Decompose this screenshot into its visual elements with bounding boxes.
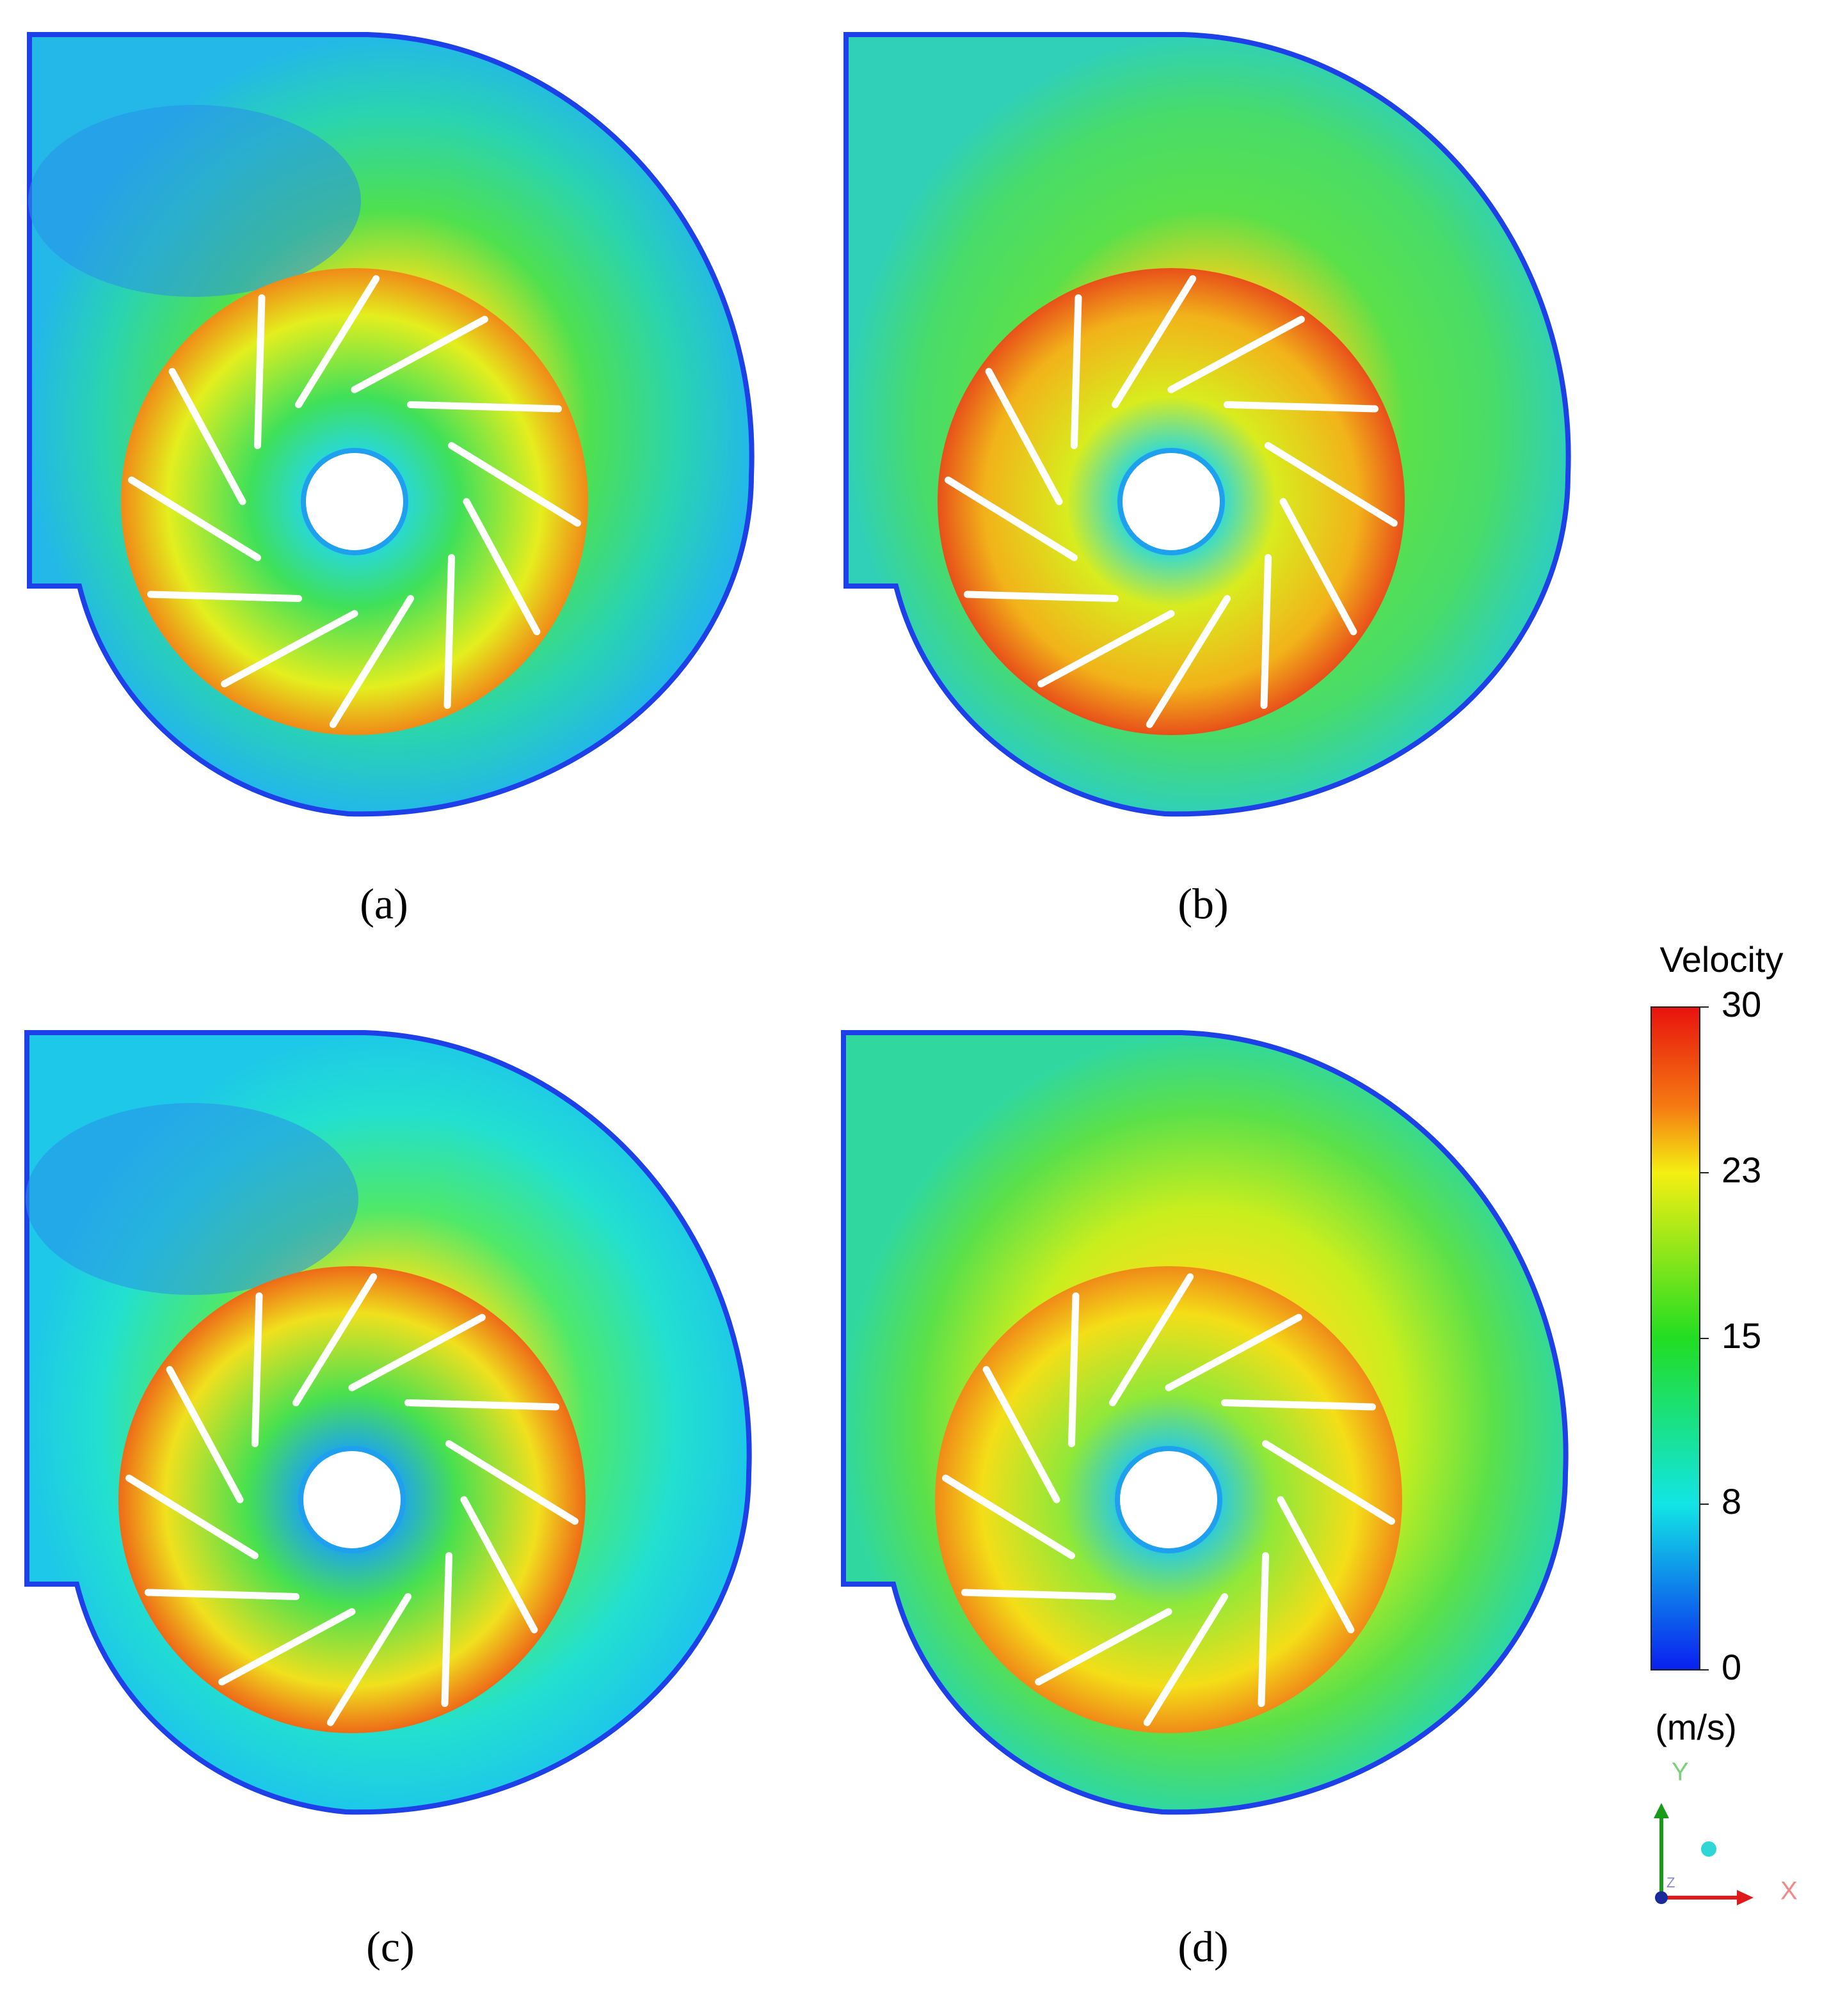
- blade: [128, 476, 261, 561]
- blade: [985, 368, 1063, 505]
- colorbar-ticks: 30 23 15 8 0: [1700, 984, 1761, 1687]
- low-velocity-zone: [28, 105, 361, 297]
- blade: [1224, 401, 1379, 413]
- colorbar-tick-label: 15: [1722, 1315, 1761, 1356]
- blade: [1109, 1273, 1194, 1406]
- blade: [166, 1366, 244, 1504]
- panel-label: (c): [366, 1923, 414, 1971]
- blade: [942, 1474, 1075, 1559]
- colorbar-tick-label: 8: [1722, 1481, 1741, 1521]
- blade: [1146, 595, 1231, 728]
- blade: [326, 1593, 412, 1726]
- colorbar-tick-label: 30: [1722, 984, 1761, 1024]
- colorbar-unit: (m/s): [1655, 1707, 1737, 1747]
- axis-label: Z: [1666, 1875, 1675, 1891]
- blade: [251, 1292, 263, 1447]
- panel-label: (b): [1178, 880, 1228, 928]
- blade: [1258, 1552, 1270, 1708]
- hub: [1115, 1446, 1222, 1553]
- panel-label: (d): [1178, 1923, 1228, 1971]
- blade: [218, 1608, 356, 1686]
- blade: [1035, 1608, 1172, 1686]
- blade: [961, 1589, 1116, 1601]
- hub: [1117, 448, 1225, 555]
- colorbar-tick-label: 0: [1722, 1647, 1741, 1687]
- blade: [404, 1399, 560, 1411]
- blade: [1265, 442, 1398, 527]
- blade: [1143, 1593, 1228, 1726]
- blade: [1167, 315, 1305, 393]
- blade: [348, 1314, 486, 1392]
- low-velocity-zone: [26, 1103, 358, 1295]
- blade: [125, 1474, 259, 1559]
- blade: [407, 401, 563, 413]
- blade: [444, 554, 456, 710]
- blade: [1070, 294, 1082, 449]
- panels: [24, 32, 1571, 1815]
- blade: [1165, 1314, 1302, 1392]
- blade: [1037, 610, 1175, 688]
- blade: [963, 591, 1119, 603]
- blade: [253, 294, 266, 449]
- axis-triad: Y X Z: [1654, 1758, 1798, 1905]
- colorbar-title: Velocity: [1660, 939, 1784, 980]
- blade: [1112, 275, 1197, 408]
- blade: [221, 610, 358, 688]
- colorbar: [1650, 1006, 1700, 1671]
- blade: [1221, 1399, 1377, 1411]
- blade: [292, 1273, 378, 1406]
- hub: [301, 448, 408, 555]
- blade: [445, 1440, 579, 1525]
- blade: [1277, 1496, 1355, 1633]
- blade: [460, 1496, 538, 1633]
- axis-label: X: [1780, 1877, 1798, 1905]
- blade: [329, 595, 414, 728]
- hub: [298, 1446, 406, 1553]
- panel-label: (a): [360, 880, 408, 928]
- axis-label: Y: [1672, 1758, 1689, 1786]
- colorbar-tick-label: 23: [1722, 1150, 1761, 1190]
- blade: [1067, 1292, 1080, 1447]
- blade: [351, 315, 488, 393]
- blade: [448, 442, 581, 527]
- blade: [295, 275, 380, 408]
- blade: [147, 591, 302, 603]
- blade: [1279, 498, 1357, 635]
- blade: [463, 498, 541, 635]
- blade: [168, 368, 246, 505]
- blade: [982, 1366, 1060, 1504]
- blade: [144, 1589, 300, 1601]
- blade: [945, 476, 1078, 561]
- blade: [441, 1552, 453, 1708]
- blade: [1260, 554, 1272, 710]
- blade: [1262, 1440, 1395, 1525]
